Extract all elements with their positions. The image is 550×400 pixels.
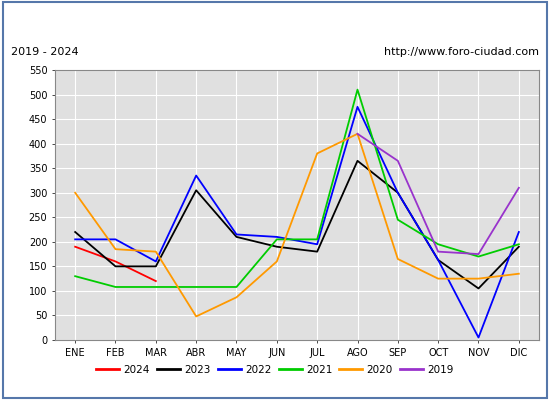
Text: http://www.foro-ciudad.com: http://www.foro-ciudad.com [384, 47, 539, 57]
Text: Evolucion Nº Turistas Nacionales en el municipio de Rosalejo: Evolucion Nº Turistas Nacionales en el m… [47, 12, 503, 26]
Legend: 2024, 2023, 2022, 2021, 2020, 2019: 2024, 2023, 2022, 2021, 2020, 2019 [92, 361, 458, 379]
Text: 2019 - 2024: 2019 - 2024 [11, 47, 79, 57]
